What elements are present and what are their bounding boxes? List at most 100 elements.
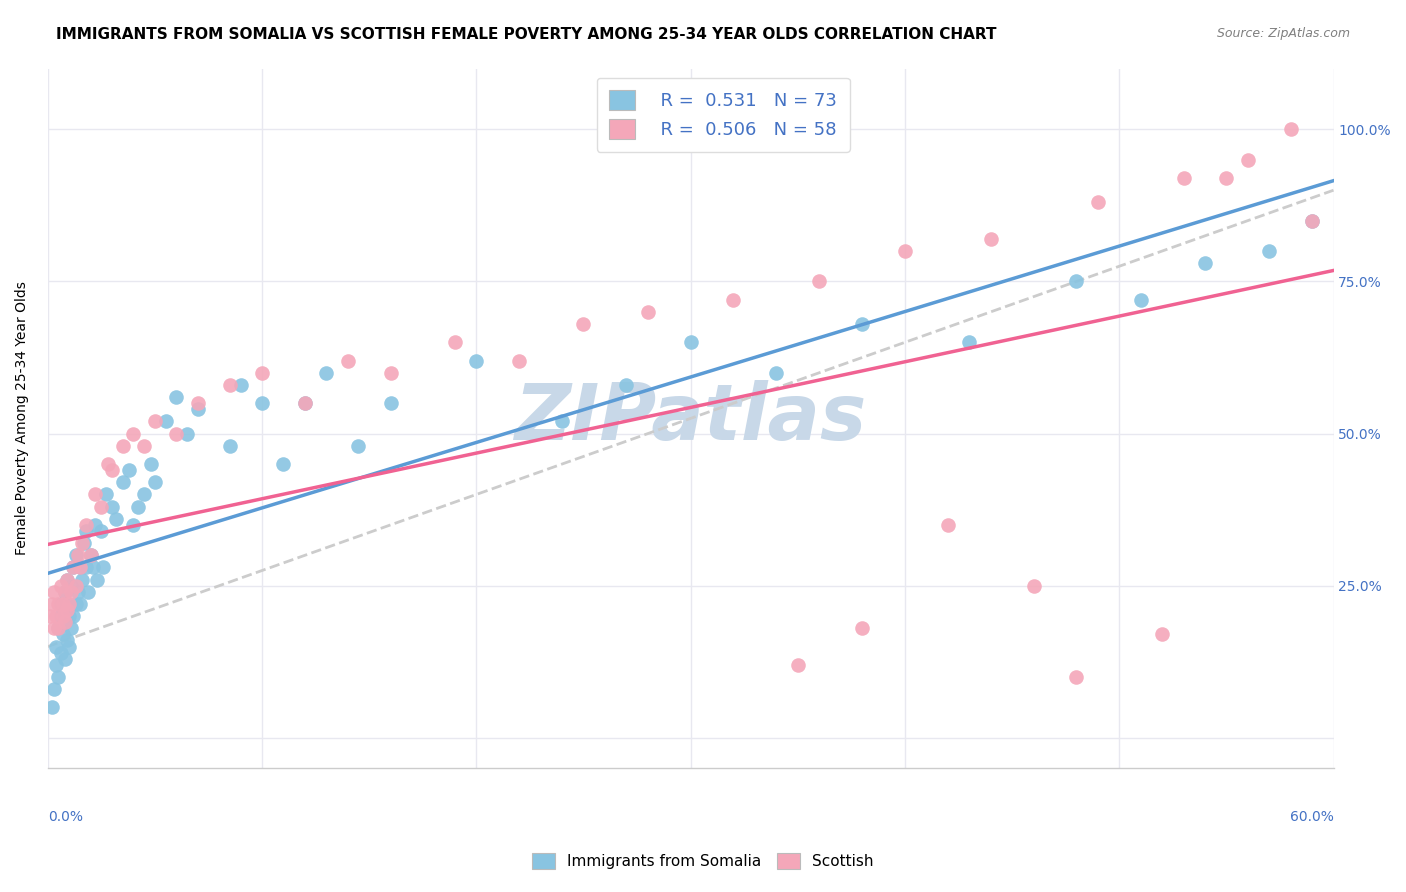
Point	[786, 657, 808, 672]
Point	[572, 317, 595, 331]
Point	[58, 609, 80, 624]
Point	[122, 426, 145, 441]
Point	[101, 500, 124, 514]
Point	[53, 615, 76, 630]
Point	[82, 560, 104, 574]
Point	[723, 293, 745, 307]
Point	[1173, 171, 1195, 186]
Point	[315, 366, 337, 380]
Point	[165, 426, 187, 441]
Point	[83, 517, 105, 532]
Point	[75, 560, 97, 574]
Point	[851, 621, 873, 635]
Point	[66, 549, 89, 563]
Point	[49, 597, 72, 611]
Point	[66, 584, 89, 599]
Point	[122, 517, 145, 532]
Point	[65, 597, 87, 611]
Point	[1129, 293, 1152, 307]
Point	[134, 487, 156, 501]
Point	[48, 597, 70, 611]
Point	[45, 609, 67, 624]
Point	[45, 657, 67, 672]
Legend:   R =  0.531   N = 73,   R =  0.506   N = 58: R = 0.531 N = 73, R = 0.506 N = 58	[596, 78, 849, 152]
Point	[48, 621, 70, 635]
Point	[62, 609, 84, 624]
Point	[83, 487, 105, 501]
Point	[69, 560, 91, 574]
Point	[980, 232, 1002, 246]
Point	[49, 579, 72, 593]
Point	[176, 426, 198, 441]
Point	[143, 414, 166, 428]
Point	[139, 457, 162, 471]
Point	[52, 609, 75, 624]
Point	[77, 584, 100, 599]
Point	[1066, 670, 1088, 684]
Point	[219, 378, 242, 392]
Point	[44, 682, 66, 697]
Point	[86, 573, 108, 587]
Point	[1279, 122, 1302, 136]
Point	[1301, 213, 1323, 227]
Point	[957, 335, 980, 350]
Point	[444, 335, 467, 350]
Point	[105, 512, 128, 526]
Point	[49, 646, 72, 660]
Point	[765, 366, 787, 380]
Point	[1301, 213, 1323, 227]
Point	[94, 487, 117, 501]
Point	[90, 524, 112, 538]
Point	[143, 475, 166, 490]
Point	[79, 549, 101, 563]
Point	[111, 439, 134, 453]
Point	[38, 609, 60, 624]
Point	[187, 402, 209, 417]
Point	[294, 396, 316, 410]
Legend: Immigrants from Somalia, Scottish: Immigrants from Somalia, Scottish	[526, 847, 880, 875]
Text: 60.0%: 60.0%	[1289, 810, 1333, 824]
Point	[936, 517, 959, 532]
Point	[250, 366, 273, 380]
Point	[165, 390, 187, 404]
Point	[73, 536, 96, 550]
Point	[58, 640, 80, 654]
Point	[79, 549, 101, 563]
Point	[53, 584, 76, 599]
Point	[53, 615, 76, 630]
Point	[53, 584, 76, 599]
Point	[62, 560, 84, 574]
Point	[69, 597, 91, 611]
Point	[229, 378, 252, 392]
Point	[44, 621, 66, 635]
Point	[75, 517, 97, 532]
Point	[336, 353, 359, 368]
Point	[219, 439, 242, 453]
Point	[52, 597, 75, 611]
Point	[508, 353, 530, 368]
Point	[65, 579, 87, 593]
Point	[56, 603, 79, 617]
Point	[69, 560, 91, 574]
Point	[45, 640, 67, 654]
Point	[41, 597, 63, 611]
Point	[60, 584, 83, 599]
Point	[90, 500, 112, 514]
Point	[53, 652, 76, 666]
Point	[62, 560, 84, 574]
Point	[65, 549, 87, 563]
Point	[1258, 244, 1281, 258]
Point	[155, 414, 177, 428]
Point	[465, 353, 488, 368]
Point	[134, 439, 156, 453]
Point	[48, 621, 70, 635]
Point	[294, 396, 316, 410]
Point	[49, 609, 72, 624]
Y-axis label: Female Poverty Among 25-34 Year Olds: Female Poverty Among 25-34 Year Olds	[15, 282, 30, 556]
Point	[60, 621, 83, 635]
Point	[1022, 579, 1045, 593]
Point	[70, 536, 93, 550]
Text: ZIPatlas: ZIPatlas	[515, 380, 866, 457]
Text: IMMIGRANTS FROM SOMALIA VS SCOTTISH FEMALE POVERTY AMONG 25-34 YEAR OLDS CORRELA: IMMIGRANTS FROM SOMALIA VS SCOTTISH FEMA…	[56, 27, 997, 42]
Point	[101, 463, 124, 477]
